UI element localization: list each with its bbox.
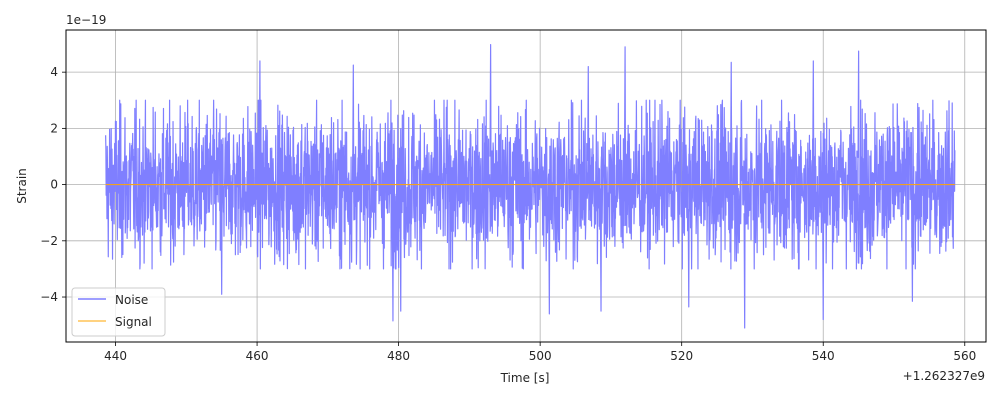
legend-noise-label: Noise <box>115 293 148 307</box>
x-tick-label: 480 <box>387 349 410 363</box>
legend: Noise Signal <box>71 287 166 337</box>
x-ticks: 440 460 480 500 520 540 560 <box>104 342 976 363</box>
x-tick-label: 540 <box>812 349 835 363</box>
y-axis-label: Strain <box>15 168 29 204</box>
y-scale-label: 1e−19 <box>66 13 106 27</box>
x-tick-label: 500 <box>529 349 552 363</box>
y-tick-label: −2 <box>40 234 58 248</box>
y-tick-label: 4 <box>50 65 58 79</box>
y-tick-label: −4 <box>40 290 58 304</box>
series-noise <box>105 44 956 329</box>
x-axis-label: Time [s] <box>500 371 550 385</box>
y-ticks: −4 −2 0 2 4 <box>40 65 66 304</box>
x-tick-label: 460 <box>246 349 269 363</box>
x-tick-label: 560 <box>953 349 976 363</box>
x-offset-label: +1.262327e9 <box>903 369 985 383</box>
noise-line <box>105 44 956 329</box>
x-tick-label: 440 <box>104 349 127 363</box>
y-tick-label: 2 <box>50 121 58 135</box>
y-tick-label: 0 <box>50 178 58 192</box>
x-tick-label: 520 <box>670 349 693 363</box>
legend-box <box>71 287 166 337</box>
legend-signal-label: Signal <box>115 315 152 329</box>
axes-frame <box>65 29 987 343</box>
